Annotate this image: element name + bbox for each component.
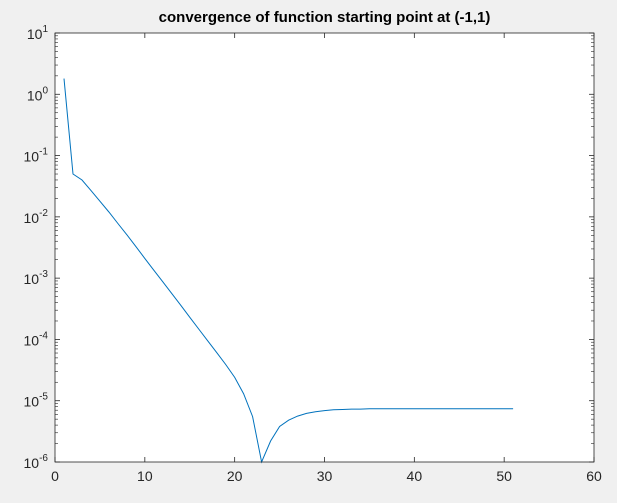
y-tick-label: 10-4 [24,330,49,348]
x-tick-label: 0 [51,468,59,484]
axes-box [54,32,595,463]
x-tick-label: 30 [317,468,333,484]
series-line [63,78,514,464]
chart-title: convergence of function starting point a… [159,9,491,26]
y-tick-label: 10-2 [24,208,49,226]
y-tick-label: 10-5 [24,392,49,410]
axis-ticks: 0 10 20 30 40 50 60 10-6 10-5 10-4 10-3 10-2 10-1 100… [24,24,602,484]
y-tick-label: 10-6 [24,453,49,471]
y-tick-label: 101 [27,24,49,42]
x-tick-label: 60 [586,468,602,484]
x-tick-label: 40 [407,468,423,484]
x-tick-label: 20 [227,468,243,484]
x-tick-label: 50 [496,468,512,484]
y-tick-label: 100 [27,85,49,103]
series-group [63,78,514,464]
y-tick-label: 10-3 [24,269,49,287]
plot-area [55,33,594,462]
x-tick-label: 10 [137,468,153,484]
y-tick-label: 10-1 [24,147,49,165]
